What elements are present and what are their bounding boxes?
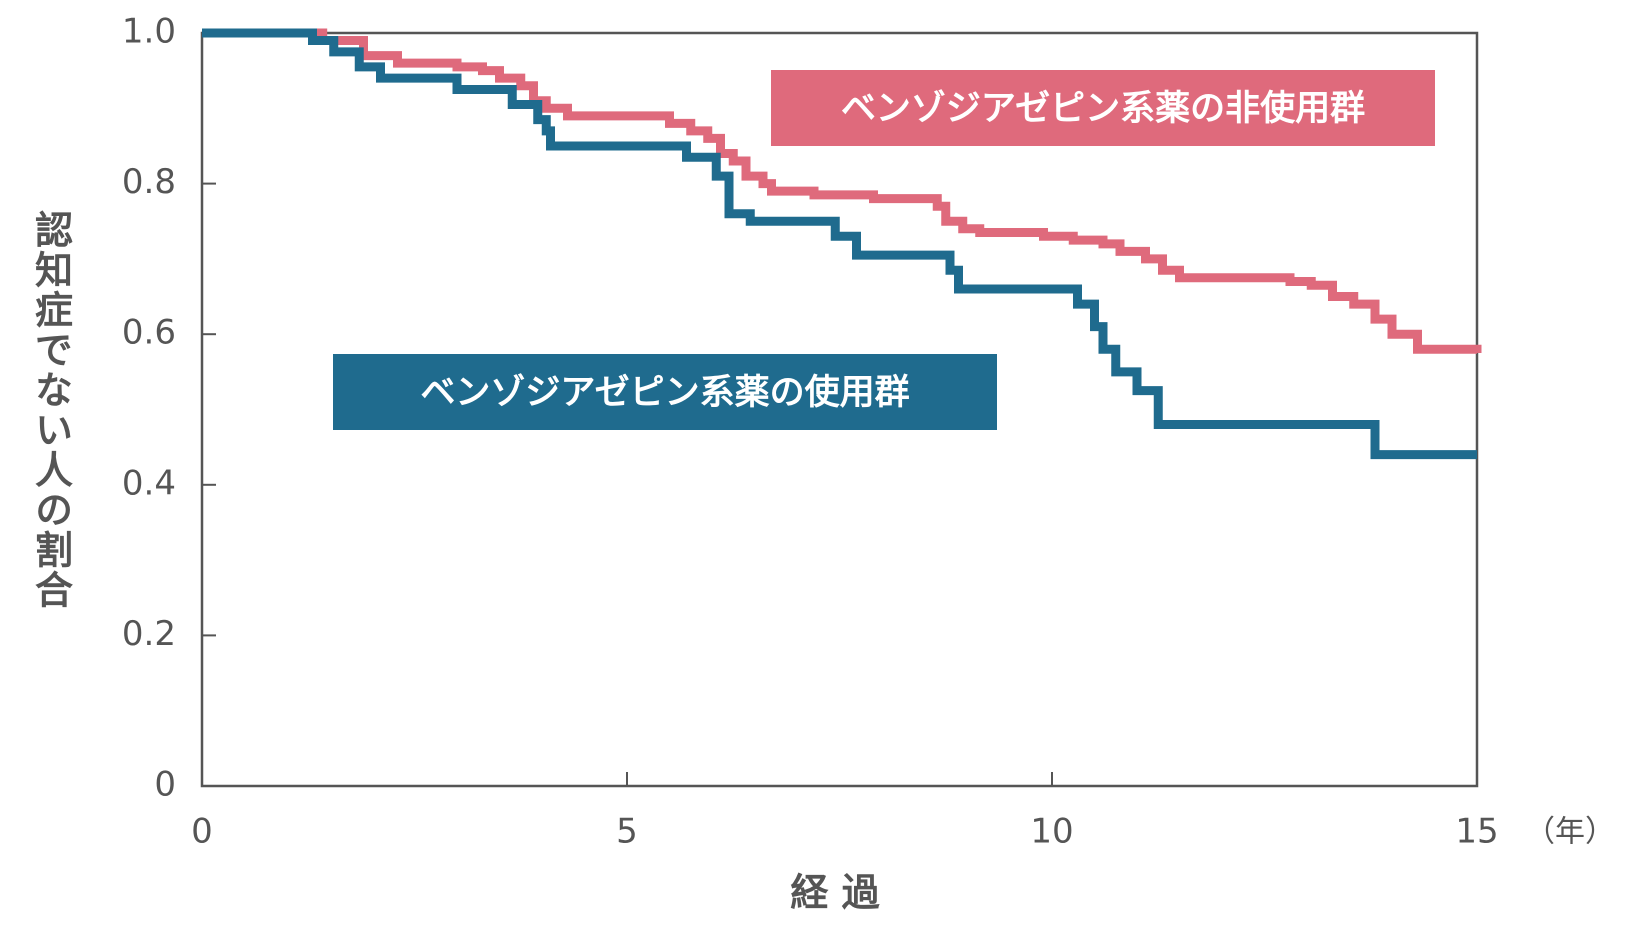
x-tick-label: 15: [1455, 812, 1498, 852]
y-tick-label: 1.0: [122, 12, 176, 52]
legend-label: ベンゾジアゼピン系薬の非使用群: [841, 89, 1365, 129]
legend-box: [771, 70, 1435, 146]
x-tick-label: 5: [616, 812, 638, 852]
km-line: [202, 28, 1482, 354]
plot-frame: [200, 31, 1479, 788]
y-tick-label: 0.6: [122, 313, 176, 353]
y-tick-label: 0.8: [122, 162, 176, 202]
legend-label: ベンゾジアゼピン系薬の使用群: [420, 373, 909, 413]
x-tick-label: 0: [191, 812, 213, 852]
x-tick-label: 10: [1030, 812, 1073, 852]
y-tick-label: 0: [154, 765, 176, 805]
y-tick-label: 0.2: [122, 614, 176, 654]
y-axis-label: 認知症でない人の割合: [29, 210, 73, 610]
legend-box: [333, 354, 997, 430]
x-axis-label: 経 過: [790, 871, 880, 915]
x-unit: （年）: [1525, 815, 1615, 850]
km-line: [202, 28, 1477, 460]
y-tick-label: 0.4: [122, 463, 176, 503]
